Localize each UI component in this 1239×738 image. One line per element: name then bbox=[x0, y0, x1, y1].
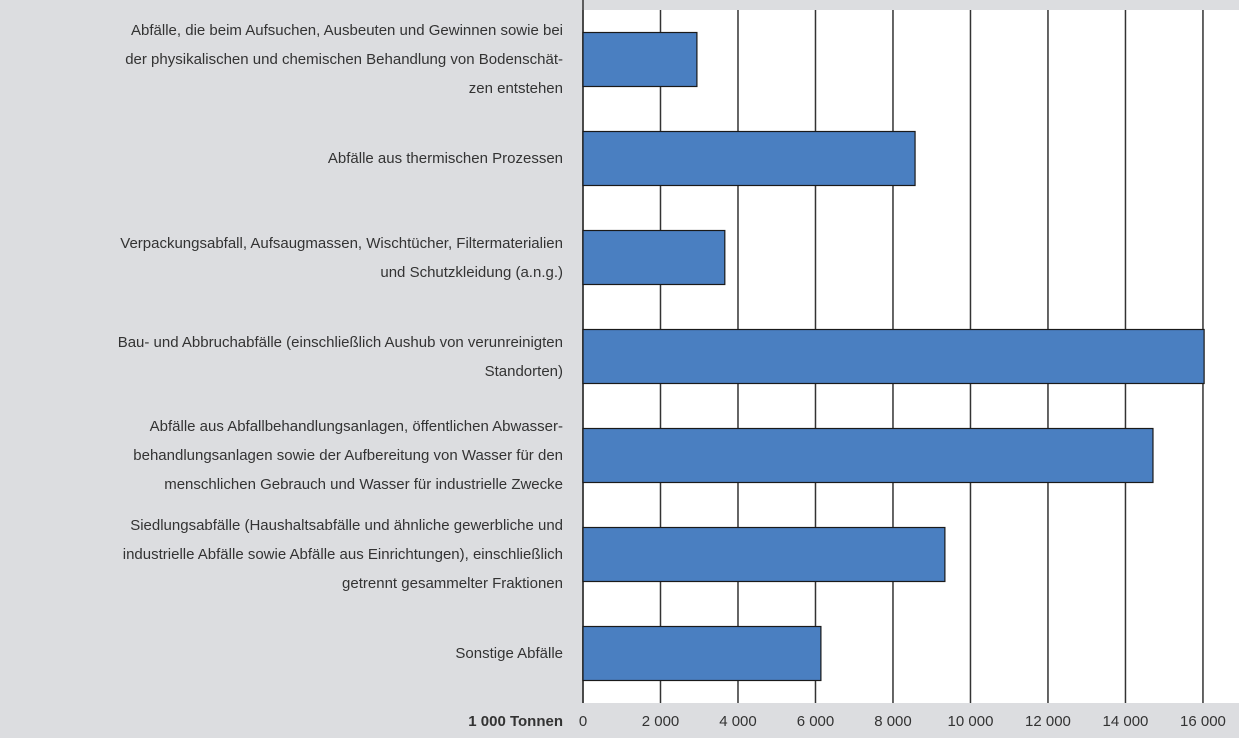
y-tick-label: Abfälle aus thermischen Prozessen bbox=[327, 150, 563, 167]
x-tick-label: 14 000 bbox=[1103, 713, 1149, 730]
x-tick-label: 12 000 bbox=[1025, 713, 1071, 730]
y-tick-label: Abfälle, die beim Aufsuchen, Ausbeuten u… bbox=[125, 22, 563, 97]
x-tick-label: 16 000 bbox=[1180, 713, 1226, 730]
x-tick-label: 8 000 bbox=[874, 713, 912, 730]
x-tick-label: 10 000 bbox=[948, 713, 994, 730]
y-tick-label: Abfälle aus Abfallbehandlungsanlagen, öf… bbox=[133, 418, 563, 493]
bar bbox=[582, 625, 822, 682]
x-tick-label: 4 000 bbox=[719, 713, 757, 730]
bar bbox=[582, 130, 916, 187]
x-axis-label: 1 000 Tonnen bbox=[468, 713, 563, 730]
y-tick-label: Verpackungsabfall, Aufsaugmassen, Wischt… bbox=[120, 234, 563, 281]
x-tick-label: 6 000 bbox=[797, 713, 835, 730]
bar bbox=[582, 31, 698, 88]
x-tick-label: 2 000 bbox=[642, 713, 680, 730]
bar bbox=[582, 526, 946, 583]
bar bbox=[582, 328, 1205, 385]
bar bbox=[582, 427, 1154, 484]
y-tick-label: Siedlungsabfälle (Haushaltsabfälle und ä… bbox=[122, 517, 563, 592]
x-tick-label: 0 bbox=[579, 713, 587, 730]
bar bbox=[582, 229, 726, 286]
y-tick-label: Bau- und Abbruchabfälle (einschließlich … bbox=[117, 333, 563, 380]
y-tick-label: Sonstige Abfälle bbox=[455, 645, 563, 662]
